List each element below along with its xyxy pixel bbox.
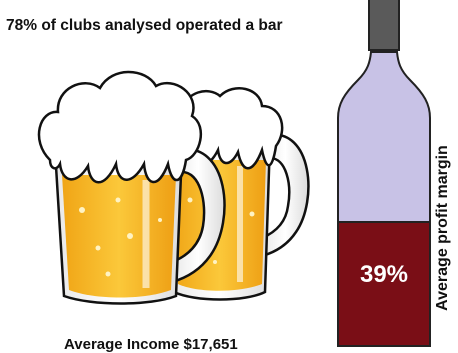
headline: 78% of clubs analysed operated a bar <box>6 17 283 34</box>
income-caption: Average Income $17,651 <box>64 336 238 353</box>
wine-bottle-icon <box>337 0 431 347</box>
profit-margin-label: Average profit margin <box>434 145 451 311</box>
beer-mug-icon <box>37 70 226 305</box>
profit-margin-value: 39% <box>359 261 409 288</box>
